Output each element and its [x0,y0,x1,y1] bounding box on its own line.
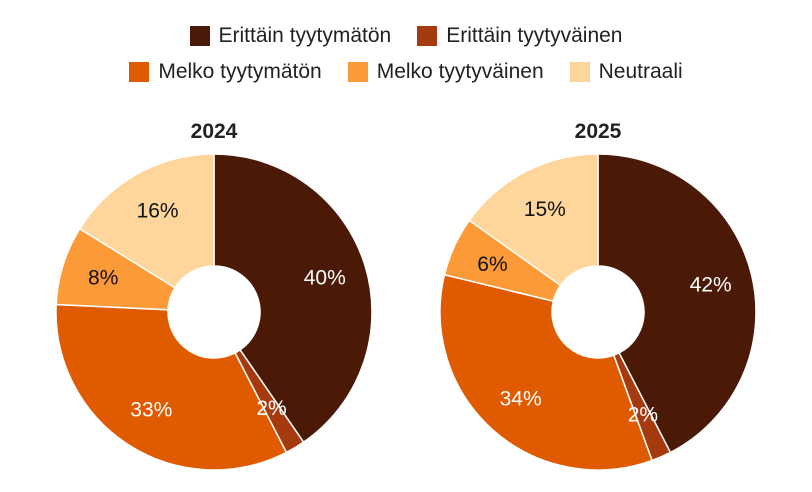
slice-label-erittain-tyytyvainen: 2% [256,397,286,420]
legend-item-erittain-tyytymaton: Erittäin tyytymätön [189,24,392,48]
slice-label-melko-tyytymaton: 34% [500,387,542,410]
legend-swatch [347,62,368,82]
donut-chart-2025: 2025 42% 2% 34% 6% 15% [439,120,757,471]
legend-label: Melko tyytyväinen [376,60,544,83]
legend: Erittäin tyytymätön Erittäin tyytyväinen… [0,18,812,90]
slice-label-erittain-tyytymaton: 40% [304,267,346,290]
slice-melko-tyytymaton [439,273,654,471]
legend-label: Erittäin tyytyväinen [446,24,623,47]
legend-label: Melko tyytymätön [158,60,322,83]
legend-item-melko-tyytyvainen: Melko tyytyväinen [347,60,544,84]
slice-melko-tyytymaton [55,303,288,471]
slice-label-neutraali: 16% [137,200,179,223]
slice-label-melko-tyytyvainen: 6% [477,253,507,276]
legend-item-erittain-tyytyvainen: Erittäin tyytyväinen [417,24,622,48]
chart-title-2025: 2025 [575,120,622,143]
slice-label-erittain-tyytyvainen: 2% [628,404,658,427]
legend-swatch [189,26,210,46]
slice-label-melko-tyytymaton: 33% [130,399,172,422]
slice-erittain-tyytymaton [597,153,757,454]
legend-item-melko-tyytymaton: Melko tyytymätön [129,60,322,84]
legend-row-1: Erittäin tyytymätön Erittäin tyytyväinen [0,18,812,54]
donut-chart-2024: 2024 40% 2% 33% 8% 16% [55,120,373,471]
slice-neutraali [78,153,215,289]
legend-row-2: Melko tyytymätön Melko tyytyväinen Neutr… [0,54,812,90]
slice-neutraali [468,153,599,287]
slice-erittain-tyytymaton [213,153,373,444]
legend-label: Neutraali [598,60,683,83]
slice-label-neutraali: 15% [524,198,566,221]
legend-swatch [569,62,590,82]
legend-item-neutraali: Neutraali [569,60,683,84]
legend-swatch [417,26,438,46]
legend-swatch [129,62,150,82]
chart-title-2024: 2024 [191,120,238,143]
slice-label-melko-tyytyvainen: 8% [88,267,118,290]
slice-label-erittain-tyytymaton: 42% [690,274,732,297]
legend-label: Erittäin tyytymätön [218,24,392,47]
